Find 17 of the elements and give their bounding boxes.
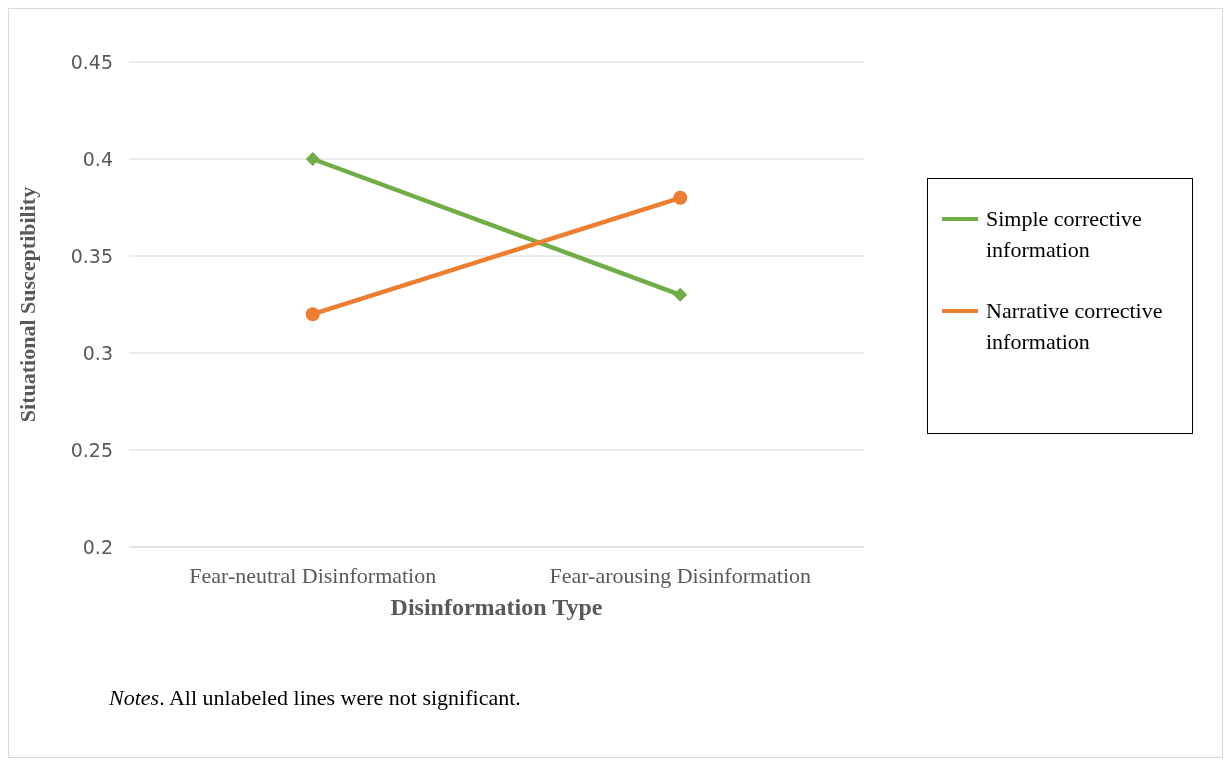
x-tick-label: Fear-neutral Disinformation xyxy=(189,562,437,588)
point xyxy=(305,307,320,322)
x-axis-title: Disinformation Type xyxy=(390,594,603,620)
y-axis-title: Situational Susceptibility xyxy=(14,186,40,423)
point xyxy=(673,190,688,205)
y-tick-label: 0.25 xyxy=(70,438,113,461)
text: Notes. All unlabeled lines were not significant. xyxy=(109,685,521,711)
point xyxy=(305,152,320,166)
point xyxy=(673,287,688,302)
y-tick-label: 0.3 xyxy=(82,341,113,364)
y-tick-label: 0.45 xyxy=(70,50,113,73)
y-tick-label: 0.35 xyxy=(70,244,113,267)
legend-label: Narrative corrective information xyxy=(986,297,1164,356)
x-tick-label: Fear-arousing Disinformation xyxy=(549,562,812,588)
y-tick-label: 0.2 xyxy=(82,535,113,558)
y-tick-label: 0.4 xyxy=(82,147,113,170)
legend-label: Simple corrective information xyxy=(986,205,1143,264)
